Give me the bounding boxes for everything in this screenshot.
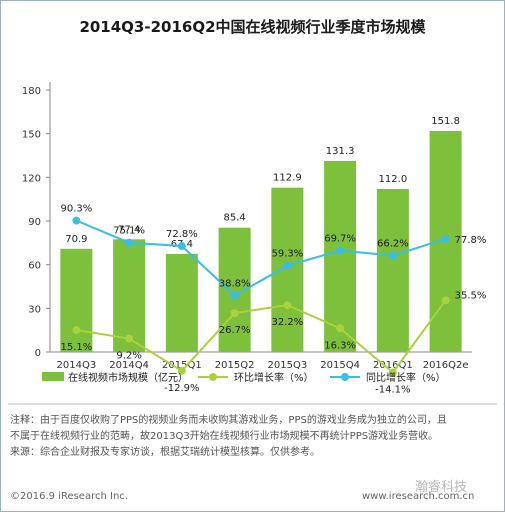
point-value-label: 35.5% — [455, 290, 487, 301]
point-value-label: 15.1% — [60, 342, 92, 353]
legend-swatch-bar — [42, 372, 64, 381]
series-point — [72, 326, 81, 335]
series-point — [336, 324, 345, 333]
bar — [271, 187, 304, 352]
y-tick-label: 150 — [22, 130, 41, 141]
bar-value-label: 112.0 — [379, 174, 408, 185]
bar — [113, 239, 146, 352]
point-value-label: 75.1% — [113, 226, 145, 237]
bar-value-label: 77.4 — [118, 224, 140, 235]
point-value-label: 16.3% — [324, 340, 356, 351]
series-point — [388, 251, 397, 260]
x-tick-label: 2016Q1 — [373, 360, 413, 371]
series-point — [283, 261, 292, 270]
legend-label: 在线视频市场规模（亿元） — [68, 371, 188, 384]
point-value-label: 66.2% — [377, 239, 409, 250]
chart-title: 2014Q3-2016Q2中国在线视频行业季度市场规模 — [79, 18, 426, 36]
legend-label: 环比增长率（%） — [234, 371, 314, 384]
chart-notes: 注释：由于百度仅收购了PPS的视频业务而未收购其游戏业务，PPS的游戏业务成为独… — [10, 413, 498, 461]
point-value-label: 9.2% — [116, 351, 141, 362]
x-tick-label: 2015Q2 — [215, 360, 255, 371]
x-tick-label: 2015Q4 — [320, 360, 360, 371]
series-point — [336, 246, 345, 255]
legend-swatch-marker — [341, 373, 349, 381]
y-tick-label: 30 — [28, 304, 41, 315]
point-value-label: 77.8% — [455, 235, 487, 246]
point-value-label: 32.2% — [271, 317, 303, 328]
bar — [324, 160, 357, 352]
chart-svg: 030609012015018070.977.467.485.4112.9131… — [8, 82, 497, 405]
x-tick-label: 2014Q4 — [109, 360, 149, 371]
series-point — [230, 309, 239, 318]
series-point — [441, 296, 450, 305]
point-value-label: 38.8% — [219, 279, 251, 290]
bar-value-label: 70.9 — [65, 234, 87, 245]
point-value-label: 90.3% — [60, 204, 92, 215]
bar — [60, 248, 93, 352]
y-tick-label: 0 — [35, 348, 41, 359]
point-value-label: 69.7% — [324, 234, 356, 245]
note-line: 不属于在线视频行业的范畴，故2013Q3开始在线视频行业市场规模不再统计PPS游… — [10, 431, 439, 442]
series-point — [230, 291, 239, 300]
series-line — [76, 299, 447, 374]
point-value-label: -14.1% — [375, 385, 410, 396]
x-tick-label: 2015Q3 — [268, 360, 308, 371]
series-point — [177, 366, 186, 375]
series-point — [72, 216, 81, 225]
bar-value-label: 112.9 — [273, 173, 302, 184]
legend-label: 同比增长率（%） — [366, 371, 446, 384]
y-tick-label: 120 — [22, 173, 41, 184]
watermark-logo: 瀚睿科技 — [415, 480, 468, 495]
point-value-label: 59.3% — [271, 249, 303, 260]
y-tick-label: 90 — [28, 217, 41, 228]
x-tick-label: 2016Q2e — [423, 360, 469, 371]
bar-value-label: 131.3 — [326, 146, 355, 157]
point-value-label: 72.8% — [166, 229, 198, 240]
series-point — [441, 234, 450, 243]
point-value-label: 26.7% — [219, 325, 251, 336]
series-point — [388, 368, 397, 377]
series-point — [125, 238, 134, 247]
series-point — [283, 301, 292, 310]
x-tick-label: 2015Q1 — [162, 360, 202, 371]
series-point — [125, 334, 134, 343]
bar-value-label: 151.8 — [431, 116, 460, 127]
legend-swatch-marker — [209, 373, 217, 381]
point-value-label: -12.9% — [164, 383, 199, 394]
note-line: 注释：由于百度仅收购了PPS的视频业务而未收购其游戏业务，PPS的游戏业务成为独… — [10, 415, 447, 426]
website-text: www.iresearch.com.cn — [362, 491, 475, 502]
series-line — [76, 219, 446, 297]
y-tick-label: 180 — [22, 86, 41, 97]
y-tick-label: 60 — [28, 261, 41, 272]
source-line: 来源：综合企业财报及专家访谈，根据艾瑞统计模型核算。仅供参考。 — [10, 447, 320, 458]
copyright-text: ©2016.9 iResearch Inc. — [10, 491, 128, 502]
bar-value-label: 85.4 — [223, 213, 245, 224]
x-tick-label: 2014Q3 — [57, 360, 97, 371]
bar — [165, 253, 198, 352]
bar — [376, 188, 409, 352]
series-point — [177, 242, 186, 251]
